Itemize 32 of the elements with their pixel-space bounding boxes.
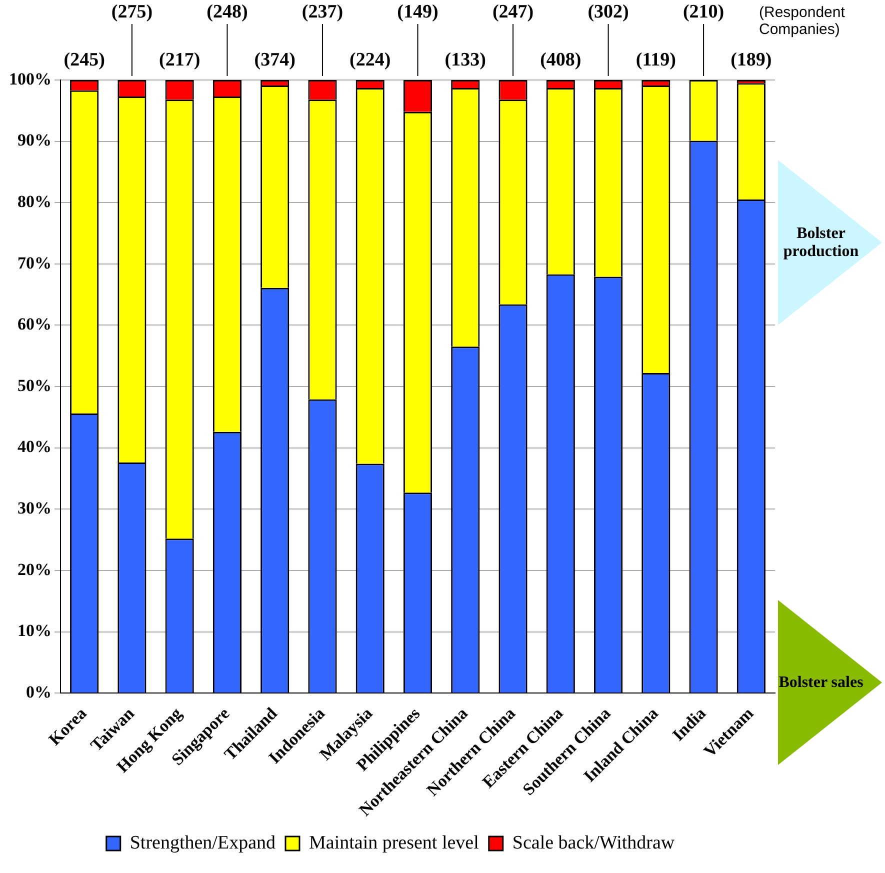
y-tick-label: 40% bbox=[18, 437, 52, 456]
y-tick-label: 90% bbox=[18, 130, 52, 150]
y-tick-label: 100% bbox=[9, 69, 52, 88]
legend-label: Scale back/Withdraw bbox=[512, 832, 675, 854]
annotation: (302) bbox=[588, 1, 629, 22]
text: Bolster production bbox=[782, 224, 860, 260]
y-tick-label: 30% bbox=[18, 498, 52, 518]
y-tick-label: 50% bbox=[18, 376, 52, 395]
y-tick-label: 0% bbox=[26, 682, 52, 702]
annotation: (275) bbox=[111, 1, 153, 22]
y-tick-label: 80% bbox=[18, 192, 52, 212]
y-tick-label: 60% bbox=[18, 314, 52, 334]
annotation: (237) bbox=[302, 1, 344, 22]
annotation: (374) bbox=[254, 49, 296, 70]
annotation: (248) bbox=[206, 1, 248, 22]
annotation: (217) bbox=[159, 49, 200, 70]
y-tick-label: 10% bbox=[18, 621, 52, 640]
annotation: (119) bbox=[636, 49, 676, 70]
y-tick-label: 70% bbox=[18, 253, 52, 272]
annotation: (408) bbox=[540, 49, 582, 70]
text: Bolster sales bbox=[778, 674, 864, 692]
annotation: (149) bbox=[397, 1, 438, 22]
legend-label: Strengthen/Expand bbox=[130, 832, 276, 854]
text: (Respondent Companies) bbox=[759, 4, 846, 38]
annotation: (133) bbox=[444, 49, 486, 70]
legend-label: Maintain present level bbox=[309, 832, 479, 854]
annotation: (189) bbox=[730, 49, 772, 70]
annotation: (245) bbox=[64, 49, 105, 70]
annotation: (224) bbox=[350, 49, 391, 70]
annotation: (210) bbox=[682, 1, 724, 22]
y-tick-label: 20% bbox=[18, 560, 52, 579]
annotation: (247) bbox=[492, 1, 534, 22]
